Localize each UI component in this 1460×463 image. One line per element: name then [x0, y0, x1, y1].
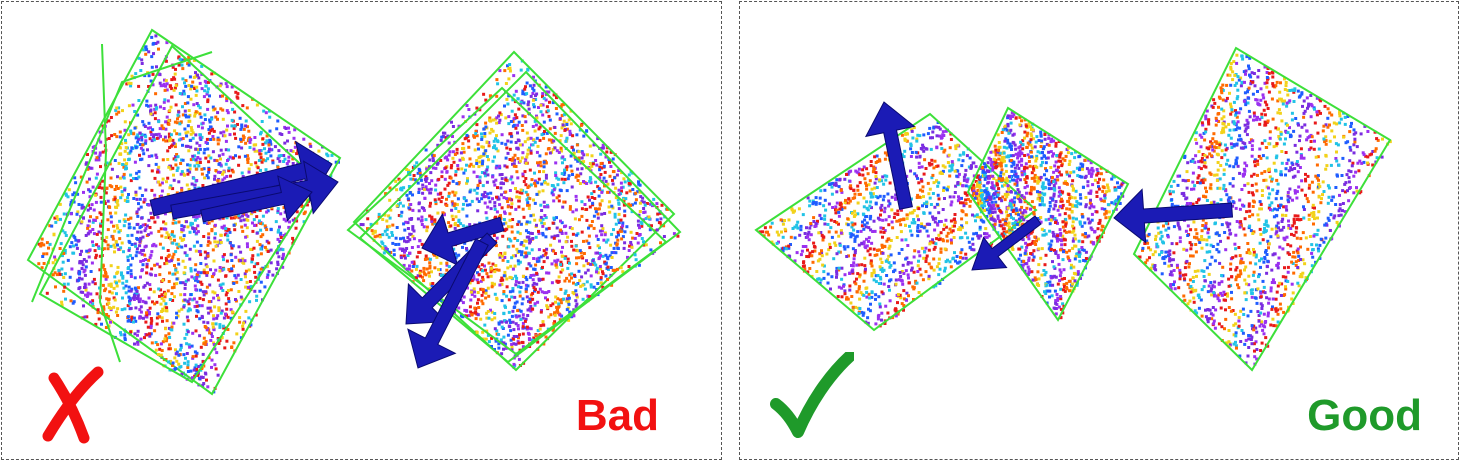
pose-arrow-b3 [407, 238, 489, 369]
cross-mark-icon [42, 366, 104, 444]
pointcloud-c2-frame [966, 106, 1130, 322]
pose-arrow-a2 [170, 160, 339, 220]
pose-arrow-c2 [971, 215, 1042, 271]
pointcloud-a1-frame [26, 28, 342, 396]
pointcloud-c3-frame [1132, 46, 1392, 372]
pose-arrow-c3 [1113, 188, 1234, 244]
good-example-panel: Good [739, 1, 1459, 460]
pointcloud-b3-frame [346, 86, 668, 356]
good-pointcloud-scene [754, 46, 1392, 372]
pose-arrow-c1 [864, 101, 916, 210]
pointcloud-c2 [972, 111, 1125, 320]
check-mark-icon [770, 352, 854, 438]
pose-arrow-a3 [200, 175, 313, 223]
pointcloud-b1-frame [352, 50, 676, 372]
pose-arrow-b1 [421, 212, 505, 267]
pointcloud-c1-frame [754, 112, 1038, 332]
frame-edge-a4 [31, 51, 213, 303]
bad-pointcloud-scene [26, 28, 682, 396]
bad-example-panel: Bad [1, 1, 722, 460]
pointcloud-c3 [1137, 53, 1392, 366]
frame-edge-a3 [98, 43, 121, 363]
pointcloud-b2-frame [358, 70, 682, 364]
pointcloud-a2 [45, 57, 312, 381]
good-label: Good [1307, 391, 1422, 440]
bad-label: Bad [575, 391, 659, 440]
